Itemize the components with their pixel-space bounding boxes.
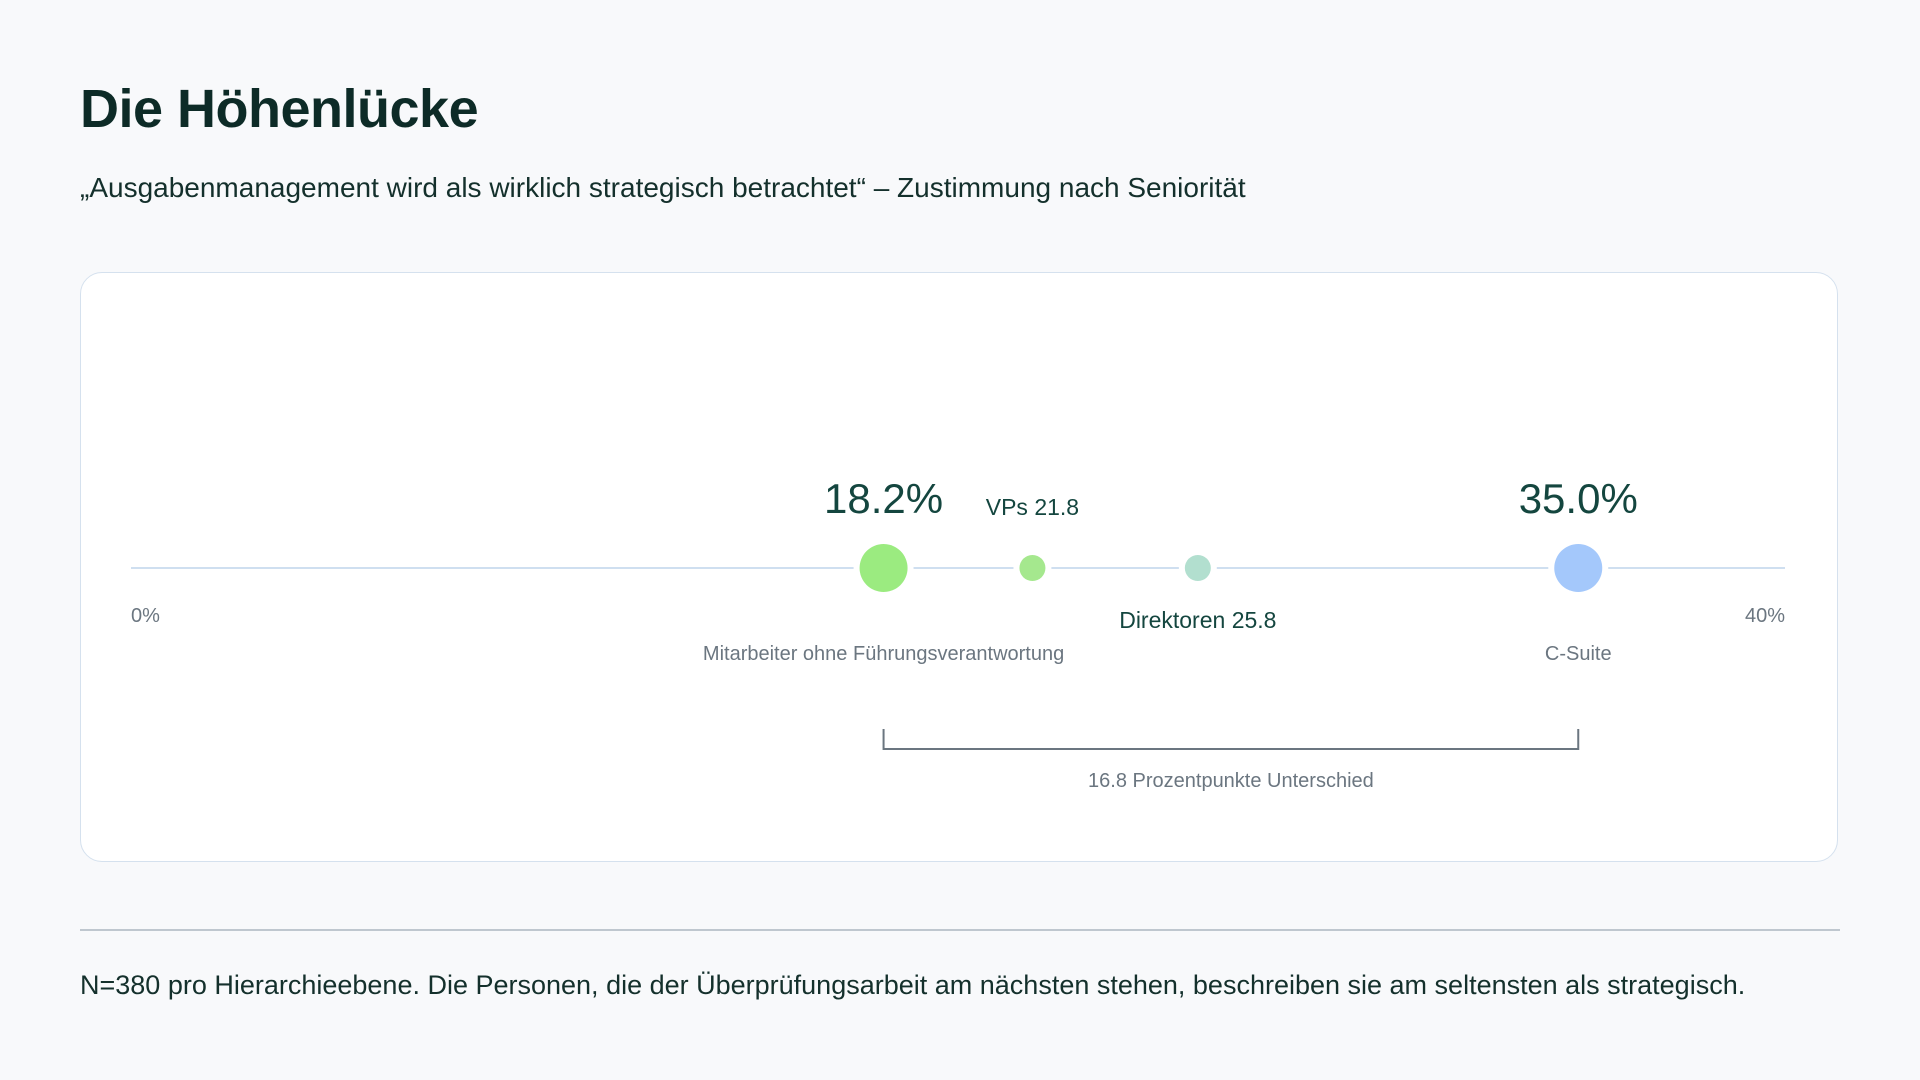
page-subtitle: „Ausgabenmanagement wird als wirklich st… [80, 172, 1246, 203]
chart-card: 0% 40% 18.2% Mitarbeiter ohne Führungsver… [80, 272, 1838, 862]
page-title: Die Höhenlücke [80, 79, 479, 139]
gap-bracket [882, 729, 1580, 750]
category-label-4: C-Suite [1545, 643, 1612, 665]
axis-max-label: 40% [1745, 605, 1785, 627]
point-label-3: Direktoren 25.8 [1119, 607, 1276, 633]
data-point-2 [1019, 555, 1046, 581]
gap-label: 16.8 Prozentpunkte Unterschied [1088, 770, 1374, 792]
axis-min-label: 0% [131, 605, 160, 627]
category-label-1: Mitarbeiter ohne Führungsverantwortung [703, 643, 1064, 665]
value-label-1: 18.2% [824, 475, 943, 522]
footnote: N=380 pro Hierarchieebene. Die Personen,… [80, 970, 1746, 1000]
data-point-3 [1184, 555, 1211, 581]
footer-divider [80, 929, 1840, 931]
point-label-2: VPs 21.8 [986, 494, 1079, 520]
value-label-4: 35.0% [1519, 475, 1638, 522]
dot-plot-chart: 0% 40% 18.2% Mitarbeiter ohne Führungsver… [131, 475, 1785, 792]
data-point-4 [1554, 544, 1603, 592]
data-point-1 [859, 544, 908, 592]
